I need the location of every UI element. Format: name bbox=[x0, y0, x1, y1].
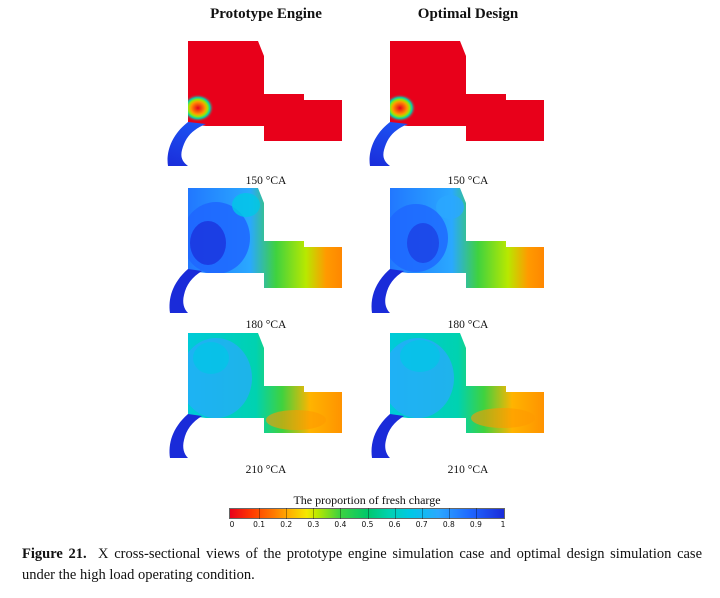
angle-label-prototype-180: 180 °CA bbox=[245, 319, 287, 331]
colorbar-tick-mark bbox=[313, 508, 315, 519]
contour-prototype-210 bbox=[166, 328, 366, 460]
column-title-optimal: Optimal Design bbox=[417, 6, 519, 22]
colorbar-tick-label: 0.7 bbox=[415, 520, 428, 529]
colorbar-tick-mark bbox=[340, 508, 342, 519]
contour-optimal-150 bbox=[368, 36, 568, 168]
contour-optimal-180 bbox=[368, 183, 568, 315]
contour-prototype-180 bbox=[166, 183, 366, 315]
colorbar-tick-label: 0.4 bbox=[334, 520, 347, 529]
contour-optimal-210 bbox=[368, 328, 568, 460]
colorbar-tick-label: 0.5 bbox=[361, 520, 374, 529]
figure-caption: Figure 21. X cross-sectional views of th… bbox=[22, 544, 702, 586]
colorbar-tick-label: 0.1 bbox=[253, 520, 266, 529]
angle-label-optimal-180: 180 °CA bbox=[447, 319, 489, 331]
angle-label-prototype-150: 150 °CA bbox=[245, 175, 287, 187]
colorbar-tick-label: 0.6 bbox=[388, 520, 401, 529]
colorbar-tick-mark bbox=[475, 508, 477, 519]
colorbar-tick-label: 0.2 bbox=[280, 520, 293, 529]
column-title-prototype: Prototype Engine bbox=[210, 6, 322, 22]
colorbar-tick-mark bbox=[448, 508, 450, 519]
colorbar-tick-mark bbox=[259, 508, 261, 519]
angle-label-prototype-210: 210 °CA bbox=[245, 464, 287, 476]
colorbar-tick-mark bbox=[394, 508, 396, 519]
figure-caption-text: X cross-sectional views of the prototype… bbox=[22, 546, 703, 583]
colorbar-tick-mark bbox=[421, 508, 423, 519]
colorbar-tick-label: 0.3 bbox=[307, 520, 320, 529]
colorbar-tick-label: 0.8 bbox=[442, 520, 455, 529]
colorbar-tick-mark bbox=[367, 508, 369, 519]
colorbar-title: The proportion of fresh charge bbox=[293, 493, 441, 507]
colorbar bbox=[229, 508, 505, 519]
colorbar-tick-label: 0.9 bbox=[469, 520, 482, 529]
angle-label-optimal-150: 150 °CA bbox=[447, 175, 489, 187]
figure-label: Figure 21. bbox=[22, 546, 87, 562]
angle-label-optimal-210: 210 °CA bbox=[447, 464, 489, 476]
contour-prototype-150 bbox=[166, 36, 366, 168]
colorbar-tick-label: 1 bbox=[500, 520, 506, 529]
colorbar-tick-label: 0 bbox=[229, 520, 235, 529]
colorbar-tick-mark bbox=[286, 508, 288, 519]
